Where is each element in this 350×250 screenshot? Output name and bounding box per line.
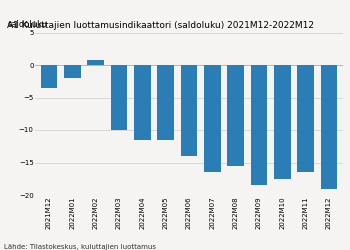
Bar — [111, 65, 127, 130]
Bar — [251, 65, 267, 185]
Bar — [181, 65, 197, 156]
Bar — [321, 65, 337, 188]
Bar — [134, 65, 151, 140]
Bar — [227, 65, 244, 166]
Bar — [41, 65, 57, 88]
Text: Lähde: Tilastokeskus, kuluttajien luottamus: Lähde: Tilastokeskus, kuluttajien luotta… — [4, 244, 155, 250]
Bar — [87, 60, 104, 65]
Bar — [274, 65, 291, 179]
Text: A1 Kuluttajien luottamusindikaattori (saldoluku) 2021M12-2022M12: A1 Kuluttajien luottamusindikaattori (sa… — [7, 21, 314, 30]
Bar — [297, 65, 314, 172]
Bar — [64, 65, 81, 78]
Text: saldoluku: saldoluku — [7, 20, 47, 29]
Bar — [204, 65, 221, 172]
Bar — [157, 65, 174, 140]
